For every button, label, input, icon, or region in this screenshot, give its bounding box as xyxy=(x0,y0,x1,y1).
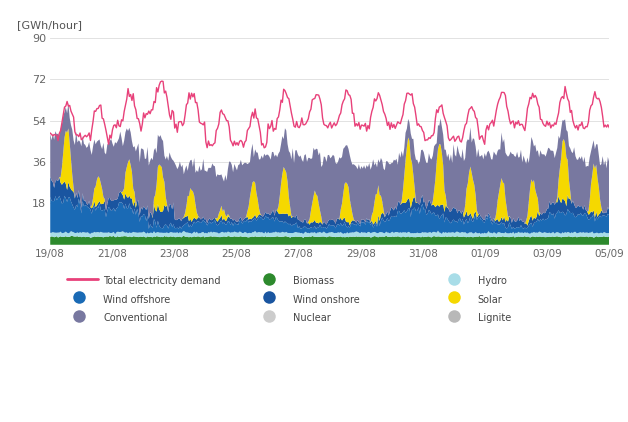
Text: Solar: Solar xyxy=(478,295,502,305)
Text: Nuclear: Nuclear xyxy=(293,313,331,323)
Text: [GWh/hour]: [GWh/hour] xyxy=(17,20,82,30)
Text: Total electricity demand: Total electricity demand xyxy=(104,276,221,286)
Text: Lignite: Lignite xyxy=(478,313,511,323)
Text: Wind onshore: Wind onshore xyxy=(293,295,360,305)
Text: Conventional: Conventional xyxy=(104,313,168,323)
Text: Wind offshore: Wind offshore xyxy=(104,295,171,305)
Text: Biomass: Biomass xyxy=(293,276,335,286)
Text: Hydro: Hydro xyxy=(478,276,507,286)
